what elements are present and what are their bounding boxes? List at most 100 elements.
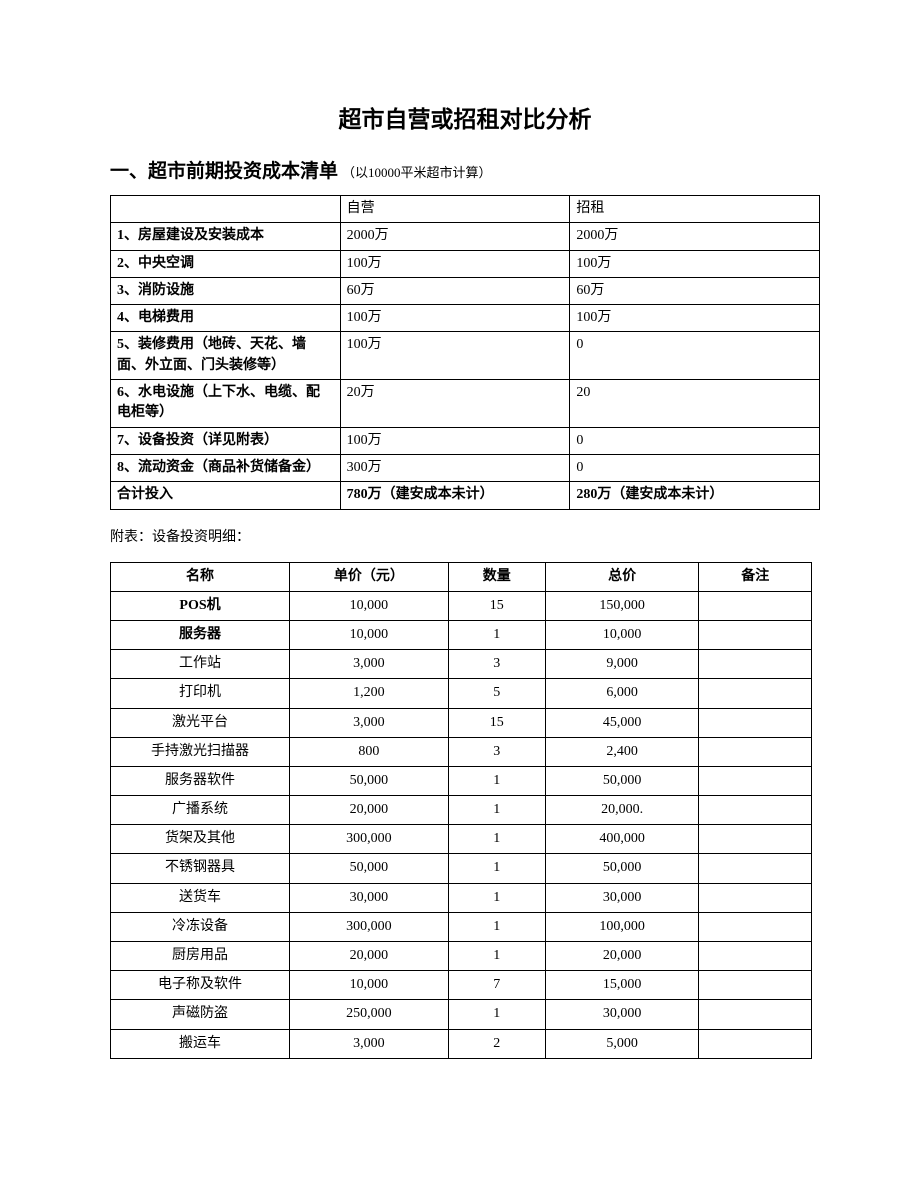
table-cell: 声磁防盗 [111, 1000, 290, 1029]
table-cell: POS机 [111, 591, 290, 620]
table-cell: 100万 [340, 427, 570, 454]
table-row: 1、房屋建设及安装成本2000万2000万 [111, 223, 820, 250]
table-cell: 400,000 [545, 825, 699, 854]
table-row: POS机10,00015150,000 [111, 591, 812, 620]
table-cell: 广播系统 [111, 796, 290, 825]
table-cell: 3 [448, 737, 545, 766]
table-cell: 1 [448, 942, 545, 971]
table-cell: 激光平台 [111, 708, 290, 737]
table-cell: 2000万 [570, 223, 820, 250]
table-cell: 1、房屋建设及安装成本 [111, 223, 341, 250]
table-cell: 货架及其他 [111, 825, 290, 854]
table-row: 3、消防设施60万60万 [111, 277, 820, 304]
table-row: 6、水电设施（上下水、电缆、配电柜等）20万20 [111, 380, 820, 428]
table-cell: 10,000 [290, 620, 449, 649]
table-cell: 780万（建安成本未计） [340, 482, 570, 509]
table-cell [699, 796, 812, 825]
table-cell: 100万 [340, 332, 570, 380]
table-cell: 厨房用品 [111, 942, 290, 971]
table-cell: 1 [448, 912, 545, 941]
table-cell: 电子称及软件 [111, 971, 290, 1000]
table-cell: 100,000 [545, 912, 699, 941]
table-cell: 2、中央空调 [111, 250, 341, 277]
table-cell: 冷冻设备 [111, 912, 290, 941]
table-cell: 6、水电设施（上下水、电缆、配电柜等） [111, 380, 341, 428]
table-row: 8、流动资金（商品补货储备金）300万0 [111, 454, 820, 481]
table-cell: 20 [570, 380, 820, 428]
table-cell: 不锈钢器具 [111, 854, 290, 883]
table-cell [699, 942, 812, 971]
table-cell: 20,000 [545, 942, 699, 971]
table-row: 送货车30,000130,000 [111, 883, 812, 912]
table-row: 服务器软件50,000150,000 [111, 766, 812, 795]
table-cell: 800 [290, 737, 449, 766]
table-row: 搬运车3,00025,000 [111, 1029, 812, 1058]
table-cell: 8、流动资金（商品补货储备金） [111, 454, 341, 481]
table-cell [699, 883, 812, 912]
table-cell: 合计投入 [111, 482, 341, 509]
table-cell: 50,000 [290, 766, 449, 795]
cost-comparison-table: 自营 招租 1、房屋建设及安装成本2000万2000万2、中央空调100万100… [110, 195, 820, 510]
page-title: 超市自营或招租对比分析 [110, 100, 820, 134]
table-cell: 100万 [570, 250, 820, 277]
table-cell: 300,000 [290, 912, 449, 941]
table-cell [699, 1029, 812, 1058]
table-row: 货架及其他300,0001400,000 [111, 825, 812, 854]
section-heading: 一、超市前期投资成本清单 [110, 156, 338, 183]
table-cell: 1 [448, 825, 545, 854]
table-cell: 1 [448, 796, 545, 825]
table-row: 2、中央空调100万100万 [111, 250, 820, 277]
table-cell: 0 [570, 332, 820, 380]
table-cell: 20万 [340, 380, 570, 428]
table-cell: 3、消防设施 [111, 277, 341, 304]
table-cell: 2,400 [545, 737, 699, 766]
table-cell: 7、设备投资（详见附表） [111, 427, 341, 454]
table-cell: 5、装修费用（地砖、天花、墙面、外立面、门头装修等） [111, 332, 341, 380]
table-cell: 1 [448, 883, 545, 912]
table-row: 声磁防盗250,000130,000 [111, 1000, 812, 1029]
table-cell: 1 [448, 620, 545, 649]
table-cell: 15,000 [545, 971, 699, 1000]
table-cell: 300万 [340, 454, 570, 481]
table-cell: 3,000 [290, 708, 449, 737]
table-cell [111, 196, 341, 223]
table-cell: 3,000 [290, 650, 449, 679]
table-cell [699, 650, 812, 679]
table-row: 服务器10,000110,000 [111, 620, 812, 649]
table-row: 广播系统20,000120,000. [111, 796, 812, 825]
table-cell: 30,000 [290, 883, 449, 912]
table-row: 5、装修费用（地砖、天花、墙面、外立面、门头装修等）100万0 [111, 332, 820, 380]
table-cell: 2000万 [340, 223, 570, 250]
table-row: 工作站3,00039,000 [111, 650, 812, 679]
table-cell: 服务器软件 [111, 766, 290, 795]
table-cell [699, 912, 812, 941]
table-cell: 1,200 [290, 679, 449, 708]
table-cell: 20,000 [290, 942, 449, 971]
table-cell [699, 766, 812, 795]
table-cell: 自营 [340, 196, 570, 223]
table-cell [699, 591, 812, 620]
table-cell: 1 [448, 766, 545, 795]
table-cell: 工作站 [111, 650, 290, 679]
table-cell: 50,000 [290, 854, 449, 883]
table-cell: 100万 [340, 305, 570, 332]
table-cell: 9,000 [545, 650, 699, 679]
table-cell: 45,000 [545, 708, 699, 737]
table-cell: 手持激光扫描器 [111, 737, 290, 766]
attachment-label: 附表：设备投资明细： [110, 526, 820, 546]
table-cell [699, 1000, 812, 1029]
section-heading-row: 一、超市前期投资成本清单 （以10000平米超市计算） [110, 156, 820, 183]
table-cell: 6,000 [545, 679, 699, 708]
table-cell: 300,000 [290, 825, 449, 854]
table-cell: 1 [448, 854, 545, 883]
table-cell: 100万 [340, 250, 570, 277]
table-cell: 50,000 [545, 766, 699, 795]
table-cell: 0 [570, 454, 820, 481]
table-cell: 20,000 [290, 796, 449, 825]
table-cell [699, 737, 812, 766]
table-header-cell: 总价 [545, 562, 699, 591]
table-row: 4、电梯费用100万100万 [111, 305, 820, 332]
table-cell: 打印机 [111, 679, 290, 708]
table-cell: 送货车 [111, 883, 290, 912]
table-cell [699, 971, 812, 1000]
